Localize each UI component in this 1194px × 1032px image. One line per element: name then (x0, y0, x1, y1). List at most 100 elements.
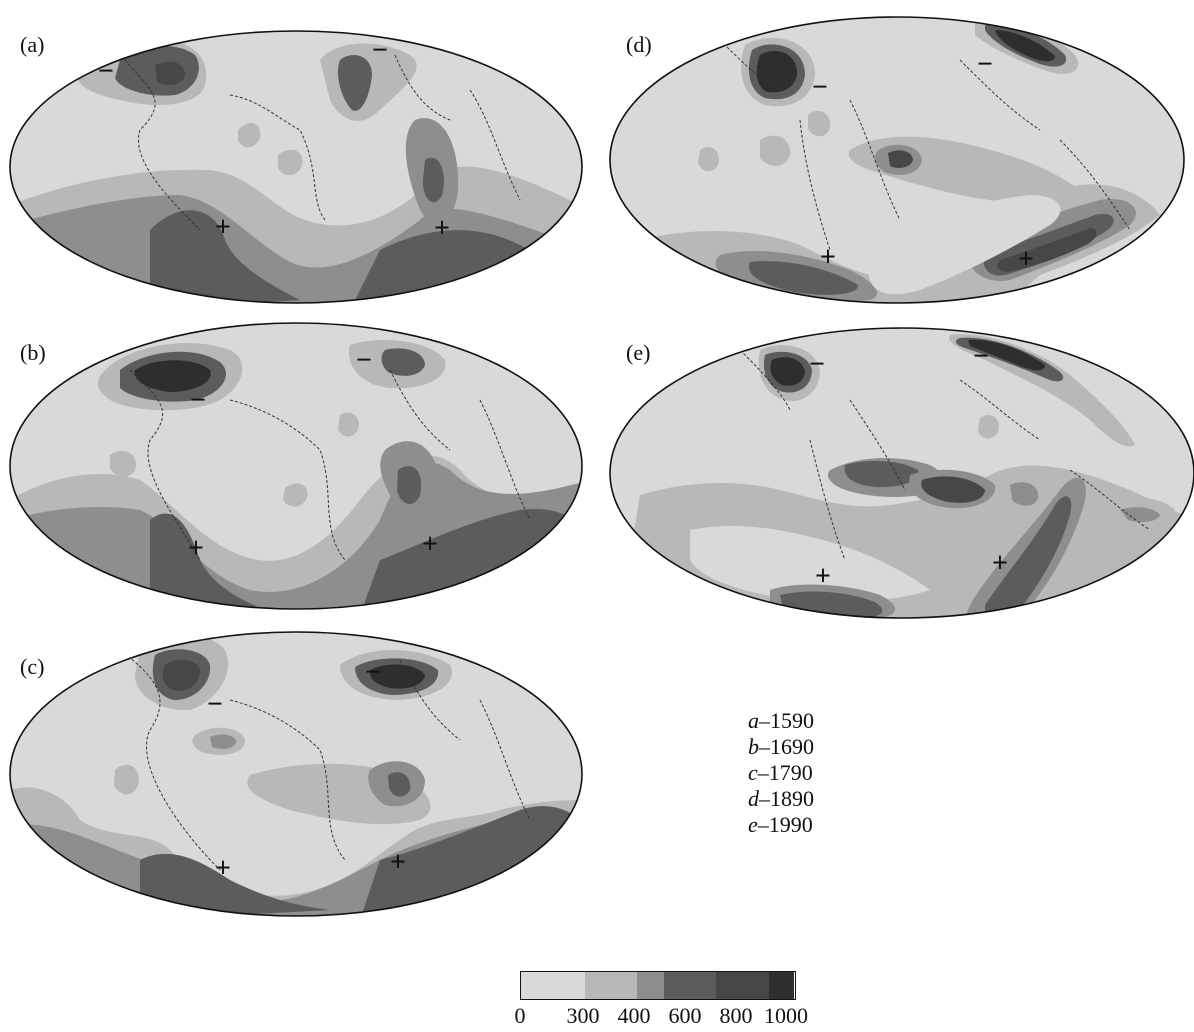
contour-l3 (422, 157, 445, 203)
map-outline (9, 322, 583, 610)
epoch-legend: a–1590 b–1690 c–1790 d–1890 e–1990 (748, 708, 814, 838)
minus-marker: − (190, 385, 206, 416)
plus-marker: + (215, 853, 231, 884)
contour-l1 (283, 483, 308, 507)
plus-marker: + (992, 548, 1008, 579)
color-scale-bar (520, 971, 796, 1000)
contour-l1 (808, 110, 831, 137)
minus-marker: − (372, 35, 388, 66)
map-outline (9, 631, 583, 917)
contour-l1 (278, 149, 303, 176)
minus-marker: − (98, 56, 114, 87)
contour-l4 (162, 659, 200, 691)
color-scale-bin (585, 972, 637, 999)
contour-l1 (238, 123, 261, 148)
color-scale-bin (769, 972, 794, 999)
color-scale-tick: 300 (566, 1003, 600, 1028)
panel-label-c: (c) (20, 654, 45, 679)
color-scale-tick: 400 (617, 1003, 651, 1028)
color-scale-tick: 0 (514, 1003, 526, 1028)
plus-marker: + (215, 212, 231, 243)
contour-l1 (698, 147, 719, 172)
plus-marker: + (820, 242, 836, 273)
color-scale-bin (716, 972, 769, 999)
contour-l4 (888, 150, 913, 168)
contour-l1 (860, 532, 887, 550)
contour-l2 (1120, 507, 1160, 523)
plus-marker: + (1018, 244, 1034, 275)
minus-marker: − (809, 349, 825, 380)
epoch-legend-item: b–1690 (748, 734, 814, 759)
coastline (129, 369, 531, 561)
contour-l3 (150, 513, 280, 609)
contour-l3 (140, 853, 330, 916)
contour-l1 (978, 415, 999, 439)
color-scale-bin (664, 972, 716, 999)
contour-l2 (1010, 482, 1039, 506)
map-panel-a (9, 30, 583, 304)
coastline (739, 349, 1151, 561)
plus-marker: + (815, 561, 831, 592)
contour-l5 (968, 339, 1045, 371)
panel-label-d: (d) (626, 32, 652, 57)
contour-l2 (210, 734, 237, 749)
contour-l1 (949, 334, 1135, 447)
contour-l3 (985, 496, 1072, 615)
color-scale-tick: 800 (719, 1003, 753, 1028)
contour-l1 (760, 135, 791, 166)
color-scale-tick: 1000 (764, 1003, 808, 1028)
contour-l3 (381, 348, 425, 376)
contour-l5 (995, 30, 1055, 62)
minus-marker: − (812, 72, 828, 103)
map-outline (609, 327, 1194, 619)
contour-l3 (844, 460, 919, 488)
contour-l4 (155, 61, 185, 86)
plus-marker: + (390, 847, 406, 878)
coastline (124, 54, 521, 231)
contour-l5 (369, 664, 425, 689)
map-panel-c (9, 631, 583, 917)
contour-l0 (690, 525, 930, 602)
map-panel-e (609, 327, 1194, 619)
panel-label-e: (e) (626, 340, 651, 365)
contour-l5 (770, 357, 805, 386)
color-scale-bin (637, 972, 664, 999)
contour-l0 (867, 195, 1061, 295)
color-scale-tick: 600 (668, 1003, 702, 1028)
minus-marker: − (977, 49, 993, 80)
epoch-legend-item: c–1790 (748, 760, 813, 785)
contour-l5 (134, 360, 211, 392)
map-outline (9, 30, 583, 304)
coastline (119, 649, 531, 871)
plus-marker: + (188, 533, 204, 564)
coastline (719, 39, 1131, 251)
contour-l3 (388, 772, 411, 797)
contour-l3 (749, 261, 859, 295)
contour-l3 (397, 466, 422, 505)
contour-l1 (110, 450, 136, 477)
contour-l4 (921, 476, 985, 503)
contour-l1 (114, 764, 139, 795)
sign-markers: − − + + − − + + − − + + − − + + − − + + (98, 35, 1034, 884)
color-scale-bin (521, 972, 585, 999)
contour-l1 (965, 156, 993, 188)
panel-label-b: (b) (20, 340, 46, 365)
panel-label-a: (a) (20, 32, 45, 57)
contour-l3 (150, 210, 300, 303)
minus-marker: − (973, 341, 989, 372)
plus-marker: + (434, 213, 450, 244)
contour-l3 (337, 55, 372, 111)
map-panel-b (9, 322, 583, 610)
epoch-legend-item: d–1890 (748, 786, 814, 811)
epoch-legend-item: e–1990 (748, 812, 813, 837)
contour-l1 (338, 412, 359, 437)
epoch-legend-item: a–1590 (748, 708, 814, 733)
plus-marker: + (422, 529, 438, 560)
minus-marker: − (365, 657, 381, 688)
map-panel-d (609, 16, 1185, 304)
contour-l4 (997, 228, 1097, 272)
map-outline (609, 16, 1185, 304)
minus-marker: − (207, 689, 223, 720)
minus-marker: − (356, 345, 372, 376)
